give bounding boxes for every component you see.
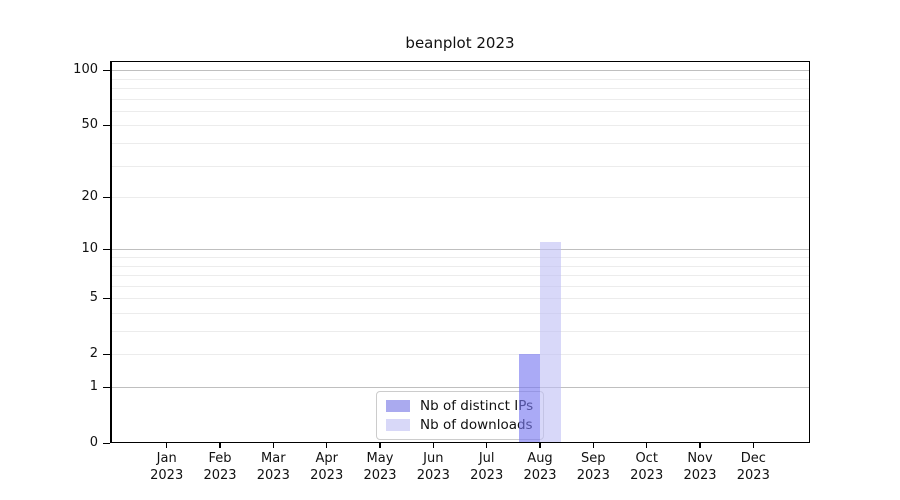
x-tick-label-jun: Jun 2023: [393, 451, 473, 484]
y-tick-mark-20: [103, 196, 110, 198]
x-tick-year: 2023: [256, 467, 290, 483]
y-tick-label-100: 100: [73, 62, 98, 78]
x-tick-month: May: [366, 451, 394, 466]
bar-aug-series0: [518, 354, 540, 443]
y-tick-mark-50: [103, 124, 110, 127]
x-tick-label-dec: Dec 2023: [713, 451, 793, 484]
gridline-y-20: [110, 197, 810, 198]
gridline-y-1: [110, 387, 810, 388]
x-tick-label-may: May 2023: [340, 451, 420, 484]
x-tick-label-apr: Apr 2023: [287, 451, 367, 484]
x-tick-year: 2023: [523, 467, 557, 483]
gridline-y-90: [110, 78, 810, 80]
x-tick-month: Apr: [315, 451, 338, 466]
x-tick-mark-jan: [165, 443, 168, 448]
legend-label: Nb of downloads: [420, 417, 533, 433]
y-tick-mark-1: [103, 386, 110, 388]
x-tick-label-nov: Nov 2023: [660, 451, 740, 484]
gridline-y-50: [110, 125, 810, 127]
legend-row: Nb of distinct IPs: [386, 398, 533, 414]
x-tick-mark-aug: [539, 443, 541, 448]
x-tick-mark-sep: [592, 443, 595, 448]
legend-swatch-icon: [386, 400, 410, 412]
x-tick-mark-feb: [219, 443, 221, 448]
legend-swatch-icon: [386, 419, 410, 431]
x-tick-month: Aug: [527, 451, 553, 466]
y-tick-label-20: 20: [81, 189, 98, 204]
x-tick-month: Sep: [581, 451, 606, 466]
x-tick-label-oct: Oct 2023: [607, 451, 687, 484]
y-tick-mark-0: [103, 442, 110, 444]
y-tick-label-0: 0: [89, 435, 98, 450]
gridline-y-70: [110, 98, 810, 100]
x-tick-year: 2023: [416, 467, 450, 483]
x-tick-mark-dec: [752, 443, 755, 448]
x-tick-mark-jun: [432, 443, 435, 448]
x-tick-year: 2023: [203, 467, 237, 483]
x-tick-mark-nov: [699, 443, 701, 448]
y-tick-mark-100: [103, 69, 110, 72]
x-tick-year: 2023: [576, 467, 610, 483]
x-tick-month: Feb: [208, 451, 232, 466]
x-tick-year: 2023: [683, 467, 717, 483]
gridline-y-9: [110, 256, 810, 258]
y-tick-mark-2: [103, 353, 110, 356]
x-tick-year: 2023: [630, 467, 664, 483]
x-tick-year: 2023: [470, 467, 504, 483]
x-tick-mark-oct: [645, 443, 648, 448]
x-axis-spine: [110, 441, 810, 443]
x-tick-label-mar: Mar 2023: [233, 451, 313, 484]
legend-row: Nb of downloads: [386, 417, 533, 433]
plot-area: Nb of distinct IPs Nb of downloads: [110, 61, 810, 443]
y-tick-label-10: 10: [81, 241, 98, 257]
x-tick-mark-mar: [272, 443, 275, 448]
x-tick-year: 2023: [363, 467, 397, 483]
x-tick-month: Mar: [261, 451, 286, 466]
top-spine: [110, 61, 810, 62]
x-tick-year: 2023: [736, 467, 770, 483]
gridline-y-4: [110, 312, 810, 314]
chart-title: beanplot 2023: [405, 34, 515, 52]
x-tick-label-feb: Feb 2023: [180, 451, 260, 484]
gridline-y-2: [110, 354, 810, 356]
gridline-y-100: [110, 70, 810, 72]
x-tick-month: Oct: [635, 451, 658, 466]
x-tick-month: Dec: [740, 451, 766, 466]
gridline-y-80: [110, 87, 810, 89]
gridline-y-40: [110, 142, 810, 144]
x-tick-label-sep: Sep 2023: [553, 451, 633, 484]
x-tick-year: 2023: [310, 467, 344, 483]
y-tick-mark-5: [103, 297, 110, 300]
x-tick-label-jul: Jul 2023: [447, 451, 527, 484]
gridline-y-30: [110, 165, 810, 167]
y-tick-label-2: 2: [89, 346, 98, 362]
y-tick-label-50: 50: [81, 117, 98, 133]
x-tick-label-aug: Aug 2023: [500, 451, 580, 484]
x-tick-mark-may: [379, 443, 381, 448]
gridline-y-60: [110, 110, 810, 112]
x-tick-label-jan: Jan 2023: [127, 451, 207, 484]
right-spine: [809, 61, 810, 443]
legend-label: Nb of distinct IPs: [420, 398, 534, 414]
x-tick-month: Jun: [423, 451, 444, 466]
gridline-y-6: [110, 285, 810, 287]
bar-aug-series1: [540, 242, 562, 443]
y-tick-label-1: 1: [89, 379, 98, 394]
y-axis-spine: [110, 61, 112, 443]
legend: Nb of distinct IPs Nb of downloads: [376, 391, 545, 440]
gridline-y-7: [110, 275, 810, 276]
x-tick-mark-jul: [485, 443, 488, 448]
gridline-y-8: [110, 265, 810, 267]
x-tick-year: 2023: [150, 467, 184, 483]
gridline-y-10: [110, 249, 810, 251]
y-tick-label-5: 5: [89, 290, 98, 306]
x-tick-month: Jan: [156, 451, 177, 466]
gridline-y-3: [110, 331, 810, 332]
x-tick-month: Jul: [478, 451, 495, 466]
x-tick-month: Nov: [687, 451, 713, 466]
x-tick-mark-apr: [325, 443, 328, 448]
gridline-y-5: [110, 298, 810, 300]
y-tick-mark-10: [103, 248, 110, 251]
